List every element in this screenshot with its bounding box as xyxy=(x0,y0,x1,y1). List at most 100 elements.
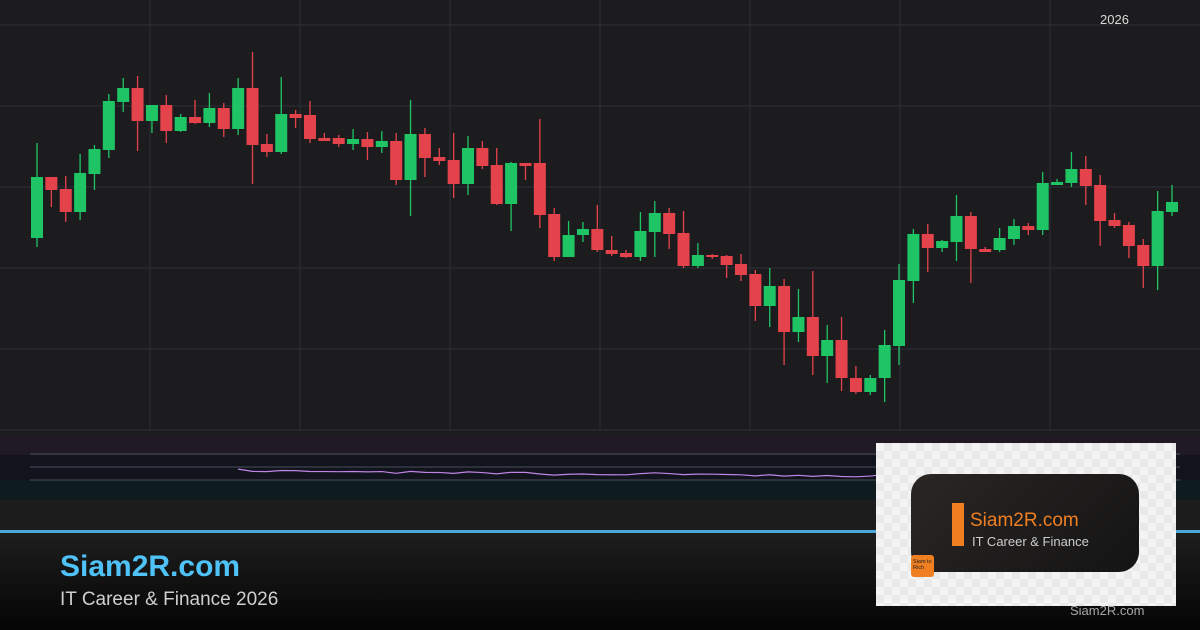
candle-body xyxy=(1108,220,1121,226)
candle-up xyxy=(203,93,216,127)
candle-down xyxy=(921,224,934,272)
candle-down xyxy=(1122,222,1135,258)
candle-body xyxy=(1051,182,1064,185)
candle-body xyxy=(1079,169,1092,186)
candle-body xyxy=(160,105,173,131)
candle-body xyxy=(390,141,403,180)
time-axis-label: 2026 xyxy=(1100,12,1129,27)
candle-body xyxy=(361,139,374,147)
candle-up xyxy=(878,330,891,402)
candle-body xyxy=(447,160,460,184)
logo-name: Siam2R.com xyxy=(970,510,1079,531)
candle-body xyxy=(548,214,561,257)
candle-body xyxy=(849,378,862,392)
candle-down xyxy=(361,132,374,160)
candle-body xyxy=(720,256,733,265)
candle-body xyxy=(778,286,791,332)
candle-down xyxy=(548,208,561,261)
candle-up xyxy=(576,222,589,242)
candle-up xyxy=(31,143,43,247)
candle-down xyxy=(447,133,460,198)
candle-up xyxy=(347,129,360,150)
candle-body xyxy=(418,134,431,158)
candle-body xyxy=(433,157,446,161)
candle-up xyxy=(763,268,776,327)
candle-body xyxy=(59,189,72,212)
candle-up xyxy=(275,77,288,154)
candle-up xyxy=(907,229,920,303)
candle-body xyxy=(347,139,360,144)
candle-down xyxy=(260,134,273,157)
candle-up xyxy=(1166,185,1178,216)
candle-up xyxy=(1036,172,1049,235)
candle-up xyxy=(648,201,661,257)
candle-body xyxy=(332,138,345,144)
candle-up xyxy=(74,154,87,220)
candle-up xyxy=(232,78,245,135)
candle-down xyxy=(1022,223,1035,235)
candle-body xyxy=(792,317,805,332)
candle-body xyxy=(691,255,704,266)
candle-up xyxy=(1051,179,1064,185)
candle-body xyxy=(404,134,417,180)
candle-body xyxy=(605,250,618,254)
candle-body xyxy=(706,255,719,257)
candle-up xyxy=(950,195,963,261)
candle-down xyxy=(706,254,719,259)
candle-body xyxy=(462,148,475,184)
candle-body xyxy=(145,105,158,121)
candle-up xyxy=(864,375,877,395)
candle-body xyxy=(1094,185,1107,221)
candle-body xyxy=(246,88,259,145)
candle-body xyxy=(74,173,87,212)
candle-down xyxy=(835,317,848,391)
candle-up xyxy=(936,240,949,252)
candle-down xyxy=(390,133,403,185)
candle-up xyxy=(562,221,575,257)
candle-up xyxy=(117,78,130,112)
candle-body xyxy=(505,163,518,204)
candle-up xyxy=(893,264,906,365)
candle-down xyxy=(476,141,489,169)
candle-body xyxy=(620,253,633,257)
candle-body xyxy=(1166,202,1178,212)
candle-body xyxy=(562,235,575,257)
candle-up xyxy=(88,145,101,190)
candle-down xyxy=(849,366,862,394)
candle-down xyxy=(1137,239,1150,288)
candle-down xyxy=(318,133,331,141)
candle-body xyxy=(907,234,920,281)
candle-body xyxy=(102,101,115,150)
candle-up xyxy=(462,136,475,195)
candle-down xyxy=(303,101,316,143)
candle-down xyxy=(59,176,72,222)
candle-body xyxy=(591,229,604,250)
candle-body xyxy=(1137,245,1150,266)
candle-body xyxy=(318,138,331,141)
candle-body xyxy=(763,286,776,306)
candle-down xyxy=(720,255,733,278)
candle-body xyxy=(490,165,503,204)
candle-down xyxy=(1079,156,1092,205)
candle-down xyxy=(131,76,144,151)
brand-tagline: IT Career & Finance 2026 xyxy=(60,589,279,610)
candle-up xyxy=(505,162,518,231)
candle-down xyxy=(189,100,202,124)
candle-body xyxy=(979,249,992,252)
candle-down xyxy=(246,52,259,184)
candle-body xyxy=(677,233,690,266)
candle-down xyxy=(979,247,992,252)
candle-body xyxy=(1007,226,1020,239)
candle-down xyxy=(749,270,762,321)
candle-body xyxy=(45,177,58,190)
candle-down xyxy=(45,177,58,207)
candle-body xyxy=(519,163,532,166)
candle-body xyxy=(950,216,963,242)
candle-body xyxy=(117,88,130,102)
candle-body xyxy=(749,274,762,306)
candle-down xyxy=(734,254,747,281)
candle-body xyxy=(576,229,589,235)
candles xyxy=(31,52,1178,402)
candle-body xyxy=(375,141,388,147)
candle-body xyxy=(835,340,848,378)
